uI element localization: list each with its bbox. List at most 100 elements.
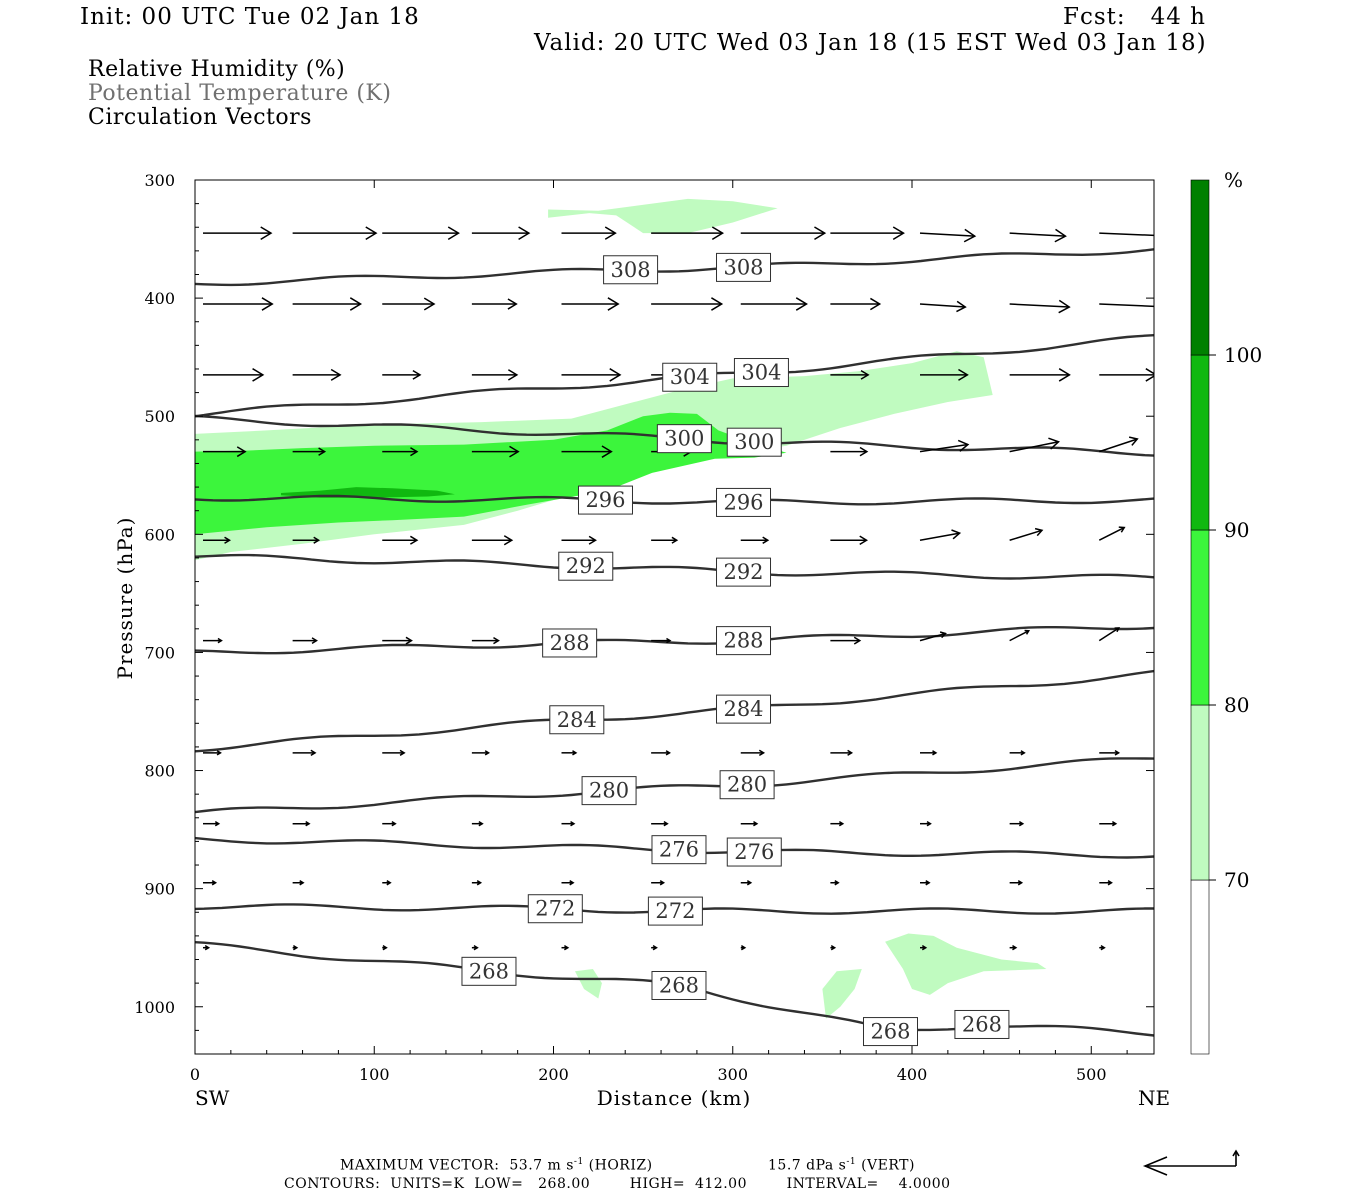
vector-r9-c8 xyxy=(920,944,928,951)
vector-r5-c5 xyxy=(651,637,672,644)
exponent-vert: -1 xyxy=(846,1157,857,1167)
theta-contour-296 xyxy=(195,494,1154,506)
vector-r0-c9 xyxy=(1009,228,1067,243)
vector-r8-c5 xyxy=(651,880,666,886)
theta-label-box-268-1 xyxy=(651,970,707,1000)
vector-r4-c2 xyxy=(382,535,419,545)
theta-label-box-304-1 xyxy=(733,358,789,388)
vector-r8-c0 xyxy=(203,880,218,886)
legend-circulation-vectors: Circulation Vectors xyxy=(88,105,312,130)
legend-potential-temperature: Potential Temperature (K) xyxy=(88,81,392,106)
theta-label-300-0: 300 xyxy=(664,427,704,451)
max-vector-horiz-tag: (HORIZ) xyxy=(588,1157,653,1174)
theta-label-box-284-1 xyxy=(716,694,772,724)
rh-region-70-1 xyxy=(548,198,778,234)
theta-label-308-0: 308 xyxy=(611,258,651,282)
vector-r7-c1 xyxy=(292,820,311,827)
vector-r0-c2 xyxy=(382,226,460,240)
vector-r0-c1 xyxy=(292,226,378,240)
vector-r8-c6 xyxy=(740,880,753,886)
theta-label-box-288-1 xyxy=(716,626,772,656)
theta-label-box-308-1 xyxy=(716,252,772,282)
vector-r1-c6 xyxy=(740,297,808,311)
vector-r3-c1 xyxy=(292,447,327,456)
vector-r6-c5 xyxy=(651,750,671,756)
max-vector-horizontal: MAXIMUM VECTOR: 53.7 m s xyxy=(340,1157,574,1174)
colorbar-label-70: 70 xyxy=(1224,868,1249,892)
vector-r4-c8 xyxy=(919,529,962,541)
theta-contour-292 xyxy=(195,553,1154,580)
theta-label-280-1: 280 xyxy=(727,773,767,797)
x-tick-100: 100 xyxy=(359,1065,390,1084)
vector-r1-c7 xyxy=(830,297,882,311)
theta-contour-288 xyxy=(195,626,1154,655)
vector-r9-c6 xyxy=(740,944,747,951)
vector-r1-c4 xyxy=(561,297,620,311)
theta-contour-labels: 308 308 304 304 300 300 296 296 292 292 288 288 284 2… xyxy=(461,252,1010,1047)
vector-r3-c4 xyxy=(561,445,613,458)
colorbar-segment-4 xyxy=(1190,179,1210,356)
x-tick-0: 0 xyxy=(190,1065,200,1084)
vector-r4-c9 xyxy=(1009,527,1044,541)
y-tick-1000: 1000 xyxy=(134,998,175,1017)
x-tick-200: 200 xyxy=(538,1065,569,1084)
vector-r4-c1 xyxy=(292,536,321,544)
reference-vector xyxy=(1142,1149,1240,1176)
theta-label-box-300-1 xyxy=(726,427,782,457)
theta-label-box-304-0 xyxy=(662,362,718,392)
vector-r8-c8 xyxy=(920,880,931,886)
vector-r6-c7 xyxy=(830,749,854,756)
vector-r0-c0 xyxy=(203,226,273,240)
vector-r7-c3 xyxy=(471,820,484,827)
theta-label-box-268-3 xyxy=(954,1009,1010,1039)
vector-r6-c10 xyxy=(1099,749,1121,756)
theta-label-box-296-1 xyxy=(716,487,772,517)
theta-label-300-1: 300 xyxy=(734,430,774,454)
plot-frame xyxy=(194,179,1155,1055)
theta-label-308-1: 308 xyxy=(723,255,763,279)
theta-label-276-1: 276 xyxy=(734,840,774,864)
axis-ticks: 0 100 200 300 400 500 300 400 500 600 700 800 900 100… xyxy=(134,171,1154,1084)
vector-r9-c4 xyxy=(561,944,570,951)
vector-r1-c2 xyxy=(382,297,436,311)
vector-r6-c0 xyxy=(203,750,222,756)
vector-r1-c5 xyxy=(651,297,724,311)
theta-label-284-1: 284 xyxy=(723,697,763,721)
vector-r4-c6 xyxy=(740,536,770,544)
vector-r1-c0 xyxy=(203,297,274,311)
theta-label-box-280-0 xyxy=(581,776,637,806)
vector-r5-c3 xyxy=(471,636,500,645)
vector-r5-c9 xyxy=(1009,629,1031,642)
x-axis-title: Distance (km) xyxy=(597,1086,752,1110)
vector-r5-c2 xyxy=(382,636,413,645)
x-tick-500: 500 xyxy=(1076,1065,1107,1084)
theta-label-box-296-0 xyxy=(577,485,633,515)
vector-r9-c5 xyxy=(651,944,658,951)
y-tick-500: 500 xyxy=(144,407,175,426)
vector-r5-c10 xyxy=(1098,627,1121,642)
vector-r2-c0 xyxy=(203,368,265,382)
max-vector-info: MAXIMUM VECTOR: 53.7 m s-1 (HORIZ) xyxy=(340,1157,653,1174)
exponent-horiz: -1 xyxy=(573,1157,584,1167)
theta-contour-308 xyxy=(195,248,1154,287)
y-tick-300: 300 xyxy=(144,171,175,190)
vector-r7-c7 xyxy=(830,820,845,827)
vector-r0-c3 xyxy=(471,226,531,240)
theta-label-292-1: 292 xyxy=(723,560,763,584)
y-axis-title: Pressure (hPa) xyxy=(113,517,137,680)
vector-r2-c10 xyxy=(1099,368,1154,382)
colorbar-label-100: 100 xyxy=(1224,343,1262,367)
vector-r4-c0 xyxy=(203,536,232,544)
theta-label-296-0: 296 xyxy=(585,488,625,512)
vector-r6-c9 xyxy=(1009,750,1026,756)
vector-r8-c3 xyxy=(471,880,483,886)
vector-r1-c1 xyxy=(292,297,363,311)
colorbar-segment-2 xyxy=(1190,529,1210,706)
theta-label-box-268-0 xyxy=(461,956,517,986)
vector-r1-c10 xyxy=(1099,303,1154,308)
colorbar-label-80: 80 xyxy=(1224,693,1249,717)
theta-label-268-0: 268 xyxy=(469,959,509,983)
vector-r0-c5 xyxy=(651,226,725,240)
rh-region-70-3 xyxy=(822,969,862,1019)
vector-r6-c4 xyxy=(561,750,578,756)
